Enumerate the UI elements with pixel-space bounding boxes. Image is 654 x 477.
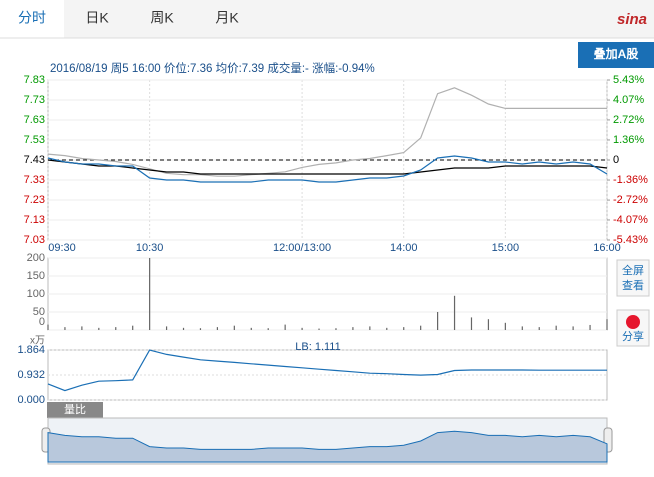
y2-tick-label: -5.43%	[613, 234, 648, 246]
y-tick-label: 1.864	[17, 344, 45, 356]
y-tick-label: 7.23	[24, 194, 45, 206]
volume-bar	[487, 319, 490, 330]
volume-bar	[216, 327, 218, 330]
active-tab-bg	[0, 0, 64, 38]
y-tick-label: 0.000	[17, 394, 45, 406]
y2-tick-label: -1.36%	[613, 174, 648, 186]
volume-bar	[318, 328, 320, 330]
fullscreen-label[interactable]: 全屏	[622, 263, 644, 277]
lb-line	[47, 349, 607, 392]
y2-tick-label: -2.72%	[613, 194, 648, 206]
price-line	[47, 155, 608, 183]
price-line	[47, 87, 607, 177]
volume-bar	[301, 327, 303, 330]
y-tick-label: 7.83	[24, 74, 45, 86]
y2-tick-label: 1.36%	[613, 134, 644, 146]
y-tick-label: 150	[27, 270, 45, 282]
volume-bar	[81, 326, 83, 330]
y-tick-label: 7.63	[24, 114, 45, 126]
fullscreen-button[interactable]	[616, 259, 650, 297]
volume-bar	[403, 327, 405, 330]
y-tick-label: 7.03	[24, 234, 45, 246]
fullscreen-label[interactable]: 查看	[622, 278, 644, 292]
logo: sina	[617, 11, 647, 28]
volume-bar	[132, 325, 134, 330]
tab[interactable]: 分时	[18, 10, 46, 26]
y-tick-label: 7.43	[24, 154, 45, 166]
price-line	[47, 159, 608, 175]
volume-bar	[233, 325, 235, 330]
volume-bar	[182, 327, 185, 330]
y-tick-label: 7.33	[24, 174, 45, 186]
info-line: 2016/08/19 周5 16:00 价位:7.36 均价:7.39 成交量:…	[50, 61, 375, 75]
volume-bar	[420, 325, 422, 330]
x-tick-label: 15:00	[492, 242, 520, 254]
x-tick-label: 16:00	[593, 242, 621, 254]
volume-bar	[284, 324, 286, 330]
x-tick-label: 12:00/13:00	[273, 242, 331, 254]
volume-bar	[64, 327, 66, 330]
y-tick-label: 50	[33, 306, 45, 318]
volume-bar	[453, 295, 456, 330]
volume-bar	[470, 317, 473, 330]
volume-bar	[437, 312, 439, 330]
volume-bar	[267, 328, 269, 330]
y2-tick-label: 5.43%	[613, 74, 644, 86]
volume-bar	[606, 319, 608, 330]
tab[interactable]: 周K	[150, 10, 174, 26]
overlay-button-label[interactable]: 叠加A股	[594, 46, 640, 61]
volume-bar	[504, 322, 506, 330]
annotation: LB: 1.111	[295, 341, 340, 353]
y-tick-label: 0	[39, 316, 45, 328]
x-tick-label: 09:30	[48, 242, 76, 254]
volume-bar	[555, 325, 557, 330]
tab[interactable]: 月K	[215, 10, 239, 26]
y2-tick-label: -4.07%	[613, 214, 648, 226]
navigator-area	[47, 430, 608, 463]
volume-bar	[199, 328, 202, 330]
weibo-icon[interactable]	[626, 315, 640, 329]
volume-bar	[589, 324, 591, 330]
volume-bar	[538, 327, 540, 330]
y-tick-label: 100	[27, 288, 45, 300]
y-tick-label: 200	[27, 252, 45, 264]
volume-bar	[386, 327, 388, 330]
y-tick-label: 7.73	[24, 94, 45, 106]
volume-bar	[521, 326, 523, 330]
y-tick-label: 7.53	[24, 134, 45, 146]
volume-bar	[369, 326, 371, 330]
share-label[interactable]: 分享	[622, 329, 644, 343]
volume-bar	[98, 327, 100, 330]
volume-bar	[115, 327, 117, 330]
y2-tick-label: 4.07%	[613, 94, 644, 106]
navigator-label: 量比	[64, 403, 86, 416]
volume-bar	[149, 258, 151, 330]
volume-bar	[250, 327, 252, 330]
y-tick-label: 0.932	[17, 369, 45, 381]
y2-tick-label: 0	[613, 154, 619, 166]
volume-bar	[47, 324, 49, 330]
volume-bar	[165, 326, 168, 330]
y-unit-label: x万	[30, 336, 45, 347]
volume-bar	[335, 328, 337, 330]
overlay-button[interactable]	[578, 42, 654, 68]
volume-bar	[572, 326, 574, 330]
tab-bar	[0, 0, 654, 38]
x-tick-label: 14:00	[390, 242, 418, 254]
lb-frame	[47, 349, 608, 401]
volume-bar	[352, 327, 354, 330]
y2-tick-label: 2.72%	[613, 114, 644, 126]
navigator-tab	[47, 402, 103, 418]
y-tick-label: 7.13	[24, 214, 45, 226]
tab[interactable]: 日K	[85, 10, 109, 26]
x-tick-label: 10:30	[136, 242, 164, 254]
